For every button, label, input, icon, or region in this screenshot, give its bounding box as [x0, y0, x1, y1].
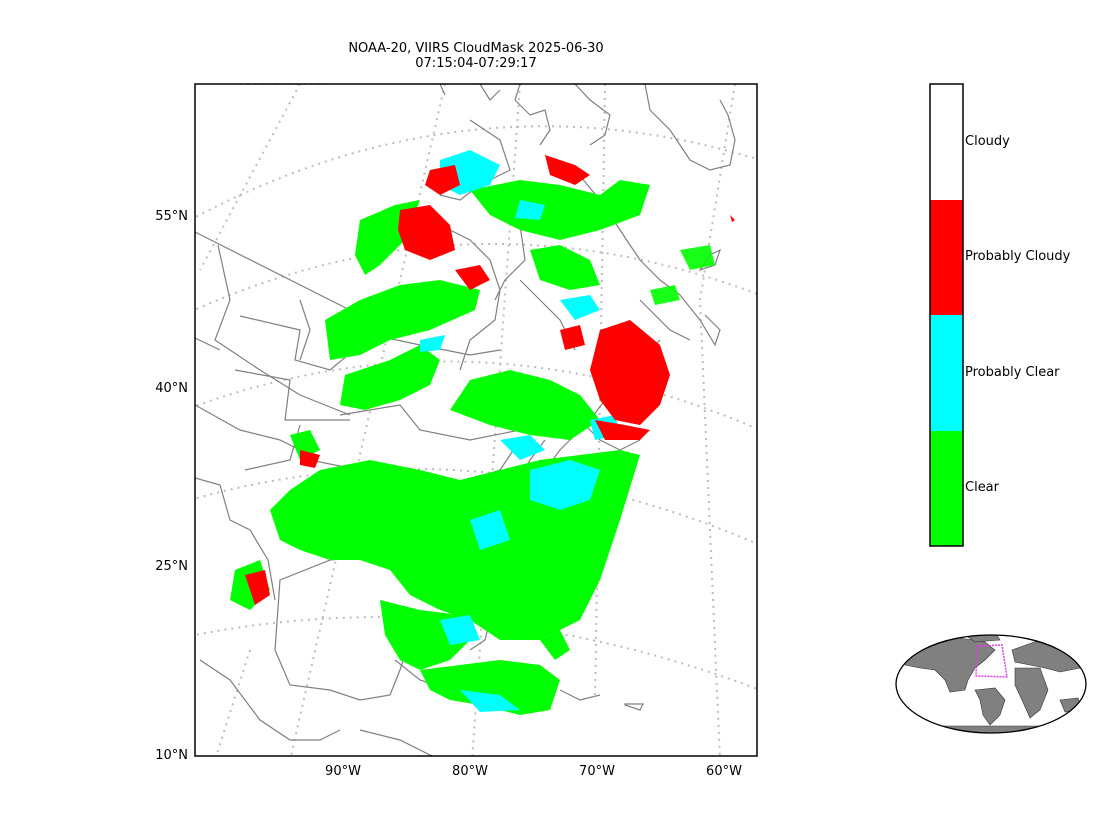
africa-shape — [1014, 667, 1049, 719]
map-frame — [194, 83, 758, 757]
lat-label-10n: 10°N — [155, 748, 188, 763]
colorbar-label-probably-clear: Probably Clear — [965, 365, 1060, 380]
colorbar — [929, 83, 964, 547]
map-title: NOAA-20, VIIRS CloudMask 2025-06-30 — [348, 41, 604, 56]
lat-label-25n: 25°N — [155, 559, 188, 574]
lon-label-70w: 70°W — [579, 764, 615, 779]
lat-label-55n: 55°N — [155, 209, 188, 224]
greenland-shape — [964, 635, 1001, 643]
colorbar-segment-probably-clear — [930, 315, 963, 431]
north-america-shape — [904, 637, 996, 693]
map-panel — [195, 84, 757, 756]
south-america-shape — [974, 687, 1006, 726]
lon-label-90w: 90°W — [325, 764, 361, 779]
cloudmask-swath — [230, 150, 735, 715]
colorbar-label-cloudy: Cloudy — [965, 134, 1010, 149]
map-time-range: 07:15:04-07:29:17 — [415, 56, 537, 71]
swath-footprint-highlight — [975, 644, 1008, 678]
colorbar-segment-probably-cloudy — [930, 200, 963, 315]
lat-label-40n: 40°N — [155, 381, 188, 396]
colorbar-segment-cloudy — [930, 84, 963, 200]
lon-label-80w: 80°W — [452, 764, 488, 779]
colorbar-label-clear: Clear — [965, 480, 999, 495]
world-locator-inset — [895, 634, 1087, 734]
lon-label-60w: 60°W — [706, 764, 742, 779]
colorbar-label-probably-cloudy: Probably Cloudy — [965, 249, 1071, 264]
colorbar-segment-clear — [930, 431, 963, 546]
